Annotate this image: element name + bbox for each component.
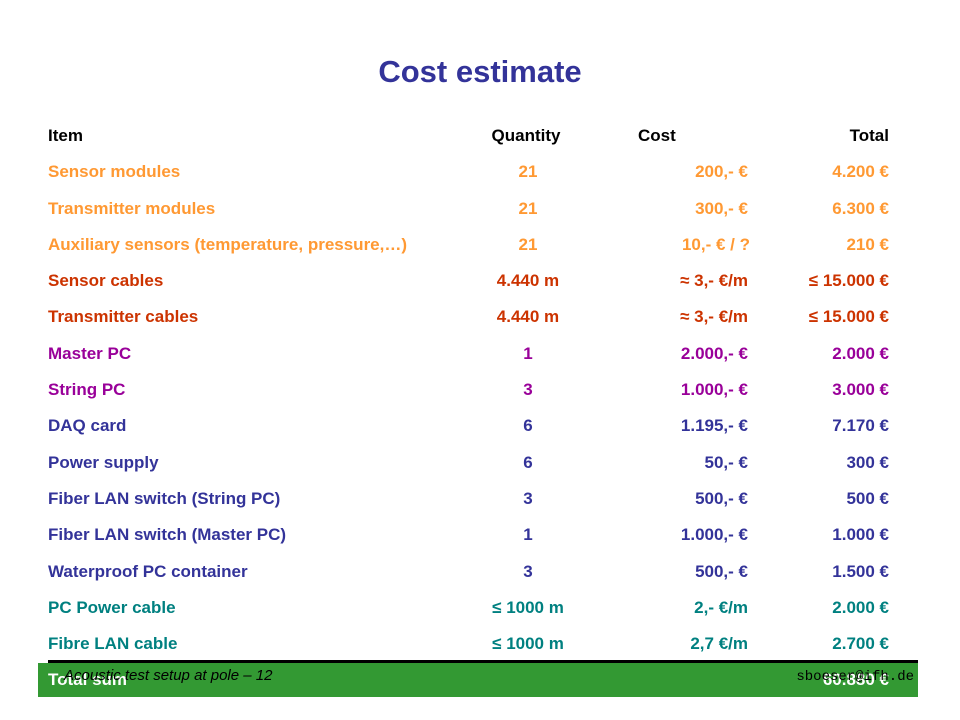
header-total: Total	[849, 126, 889, 145]
cell-cost: ≈ 3,- €/m	[680, 271, 748, 291]
table-header-row: Item Quantity Cost Total	[38, 118, 918, 154]
table-row: Waterproof PC container 3 500,- € 1.500 €	[38, 554, 918, 590]
cell-cost: ≈ 3,- €/m	[680, 307, 748, 327]
cell-item: DAQ card	[48, 416, 127, 436]
footer-divider	[48, 660, 918, 663]
cell-quantity: 3	[523, 561, 533, 581]
cell-total: 210 €	[846, 234, 889, 254]
cell-quantity: 1	[523, 525, 533, 545]
cell-cost: 50,- €	[704, 452, 748, 472]
cell-cost: 10,- € / ?	[681, 234, 750, 254]
cell-cost: 1.000,- €	[680, 380, 748, 400]
cell-item: Auxiliary sensors (temperature, pressure…	[48, 234, 408, 254]
cell-total: ≤ 15.000 €	[808, 271, 889, 291]
cell-item: Transmitter modules	[48, 198, 216, 218]
table-row: Power supply 6 50,- € 300 €	[38, 445, 918, 481]
cell-cost: 2,- €/m	[694, 597, 748, 617]
cell-quantity: 4.440 m	[496, 307, 560, 327]
footer-author-email: sboeser@ifh.de	[796, 669, 914, 685]
cell-item: Sensor modules	[48, 162, 181, 182]
cell-quantity: 21	[518, 162, 538, 182]
cell-cost: 500,- €	[695, 488, 748, 508]
table-row: Auxiliary sensors (temperature, pressure…	[38, 227, 918, 263]
cell-quantity: 3	[523, 488, 533, 508]
cell-quantity: 6	[523, 416, 533, 436]
cell-quantity: 3	[523, 380, 533, 400]
cell-cost: 200,- €	[695, 162, 748, 182]
table-body: Sensor modules 21 200,- € 4.200 € Transmitte…	[38, 154, 918, 662]
cell-item: Master PC	[48, 343, 132, 363]
table-row: Sensor modules 21 200,- € 4.200 €	[38, 154, 918, 190]
total-sum-value: 60.880 €	[822, 670, 889, 690]
table-row: String PC 3 1.000,- € 3.000 €	[38, 372, 918, 408]
cell-quantity: 4.440 m	[496, 271, 560, 291]
cell-cost: 1.000,- €	[680, 525, 748, 545]
cell-item: Fiber LAN switch (String PC)	[48, 488, 281, 508]
footer-slide-info: Acoustic test setup at pole – 12	[64, 667, 273, 684]
cost-table: Item Quantity Cost Total Sensor modules 2…	[38, 118, 918, 698]
cell-total: ≤ 15.000 €	[808, 307, 889, 327]
cell-cost: 2.000,- €	[680, 343, 748, 363]
total-sum-label: Total sum	[48, 670, 128, 690]
cell-quantity: 21	[518, 234, 538, 254]
cell-total: 6.300 €	[832, 198, 889, 218]
cell-total: 4.200 €	[832, 162, 889, 182]
cell-total: 1.000 €	[832, 525, 889, 545]
cell-total: 1.500 €	[832, 561, 889, 581]
cell-total: 2.700 €	[832, 634, 889, 654]
cell-total: 2.000 €	[832, 597, 889, 617]
cell-cost: 2,7 €/m	[690, 634, 748, 654]
cell-item: Sensor cables	[48, 271, 164, 291]
table-row: Fiber LAN switch (String PC) 3 500,- € 500 …	[38, 481, 918, 517]
cell-item: String PC	[48, 380, 126, 400]
cell-quantity: 6	[523, 452, 533, 472]
cell-quantity: 21	[518, 198, 538, 218]
table-row: Transmitter cables 4.440 m ≈ 3,- €/m ≤ 15.0…	[38, 299, 918, 335]
header-cost: Cost	[638, 126, 676, 145]
table-row: Sensor cables 4.440 m ≈ 3,- €/m ≤ 15.000 €	[38, 263, 918, 299]
cell-item: Transmitter cables	[48, 307, 199, 327]
header-item: Item	[48, 126, 83, 145]
cell-cost: 1.195,- €	[680, 416, 748, 436]
cell-cost: 500,- €	[695, 561, 748, 581]
slide-title: Cost estimate	[378, 54, 582, 89]
cell-item: Power supply	[48, 452, 159, 472]
table-row: Fiber LAN switch (Master PC) 1 1.000,- € 1.…	[38, 517, 918, 553]
total-sum-row: Total sum 60.880 €	[38, 663, 918, 698]
table-row: DAQ card 6 1.195,- € 7.170 €	[38, 408, 918, 444]
cell-total: 2.000 €	[832, 343, 889, 363]
cell-cost: 300,- €	[695, 198, 748, 218]
cell-total: 7.170 €	[832, 416, 889, 436]
table-row: Fibre LAN cable ≤ 1000 m 2,7 €/m 2.700 €	[38, 626, 918, 662]
cell-item: Fiber LAN switch (Master PC)	[48, 525, 287, 545]
cell-item: PC Power cable	[48, 597, 176, 617]
cell-total: 500 €	[846, 488, 889, 508]
table-row: Master PC 1 2.000,- € 2.000 €	[38, 336, 918, 372]
table-row: Transmitter modules 21 300,- € 6.300 €	[38, 191, 918, 227]
header-quantity: Quantity	[491, 126, 561, 145]
cell-quantity: ≤ 1000 m	[492, 597, 564, 617]
cell-total: 300 €	[846, 452, 889, 472]
table-row: PC Power cable ≤ 1000 m 2,- €/m 2.000 €	[38, 590, 918, 626]
cell-item: Waterproof PC container	[48, 561, 248, 581]
cell-quantity: 1	[523, 343, 533, 363]
cell-item: Fibre LAN cable	[48, 634, 178, 654]
cell-total: 3.000 €	[832, 380, 889, 400]
cell-quantity: ≤ 1000 m	[492, 634, 564, 654]
